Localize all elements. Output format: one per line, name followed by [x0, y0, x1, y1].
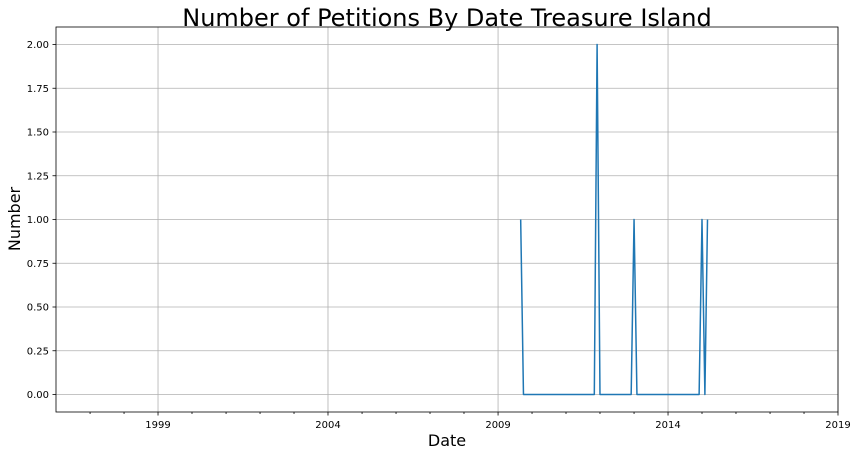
grid — [56, 27, 839, 412]
series-line — [519, 43, 709, 396]
y-axis-label: Number — [5, 186, 24, 251]
y-tick-label: 1.00 — [27, 215, 49, 226]
y-tick-label: 2.00 — [27, 40, 49, 51]
x-tick-label: 2004 — [315, 420, 340, 431]
x-tick-label: 2019 — [825, 420, 850, 431]
y-tick-label: 0.00 — [27, 390, 49, 401]
y-tick-label: 1.50 — [27, 128, 49, 139]
y-tick-label: 0.25 — [27, 346, 49, 357]
ticks: 0.00 0.25 0.50 0.75 1.00 1.25 1.50 1.75 2.00 1999… — [27, 40, 851, 431]
x-axis-label: Date — [428, 431, 466, 450]
y-tick-label: 0.75 — [27, 259, 49, 270]
x-tick-label: 2009 — [485, 420, 510, 431]
y-tick-label: 1.75 — [27, 84, 49, 95]
chart-title: Number of Petitions By Date Treasure Isl… — [182, 4, 711, 32]
x-tick-label: 1999 — [145, 420, 170, 431]
y-tick-label: 1.25 — [27, 171, 49, 182]
series-layer — [519, 43, 709, 396]
y-tick-label: 0.50 — [27, 303, 49, 314]
x-tick-label: 2014 — [655, 420, 680, 431]
